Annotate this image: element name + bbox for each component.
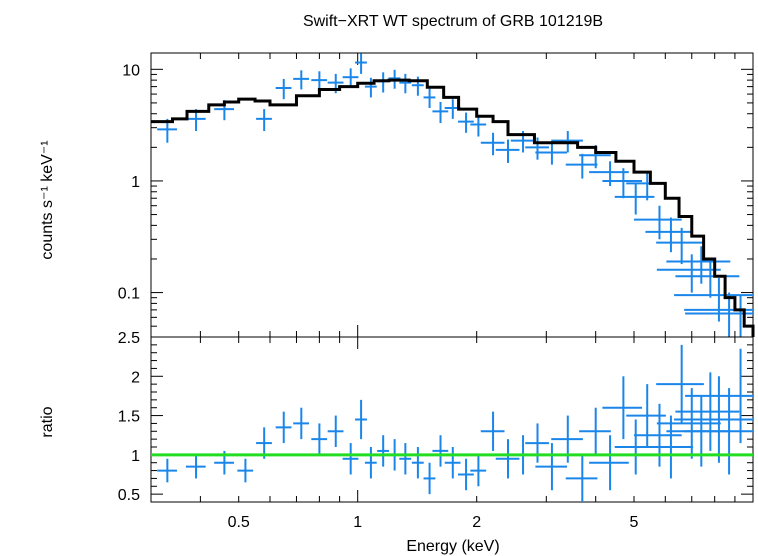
x-tick-label: 2 <box>472 514 481 531</box>
spectrum-panel: 0.1 1 10 counts s⁻¹ keV⁻¹ <box>39 52 755 338</box>
model-line <box>151 78 755 337</box>
chart-title: Swift−XRT WT spectrum of GRB 101219B <box>303 13 603 30</box>
spectrum-series-group <box>151 53 755 337</box>
spectrum-y-axis: 0.1 1 10 <box>118 53 754 338</box>
x-tick-label: 0.5 <box>228 514 250 531</box>
y-tick-label: 1 <box>131 174 140 191</box>
y-tick-label: 10 <box>122 62 140 79</box>
y-tick-label: 2 <box>131 369 140 386</box>
ratio-y-axis-label: ratio <box>39 406 56 437</box>
ratio-panel: 0.5 1 2 5 0.5 1 1.5 2 2.5 ratio Energy (keV) <box>39 325 754 555</box>
ratio-axes: 0.5 1 2 5 0.5 1 1.5 2 2.5 <box>118 325 754 531</box>
x-tick-label: 5 <box>630 514 639 531</box>
y-tick-label: 0.1 <box>118 286 140 303</box>
y-tick-label: 0.5 <box>118 487 140 504</box>
spectrum-plot-frame <box>150 52 754 338</box>
ratio-series-group <box>151 344 753 502</box>
y-tick-label: 2.5 <box>118 330 140 347</box>
y-tick-label: 1.5 <box>118 409 140 426</box>
x-axis-label: Energy (keV) <box>406 538 499 555</box>
y-tick-label: 1 <box>131 448 140 465</box>
spectrum-y-axis-label: counts s⁻¹ keV⁻¹ <box>39 140 56 259</box>
x-tick-label: 1 <box>353 514 362 531</box>
